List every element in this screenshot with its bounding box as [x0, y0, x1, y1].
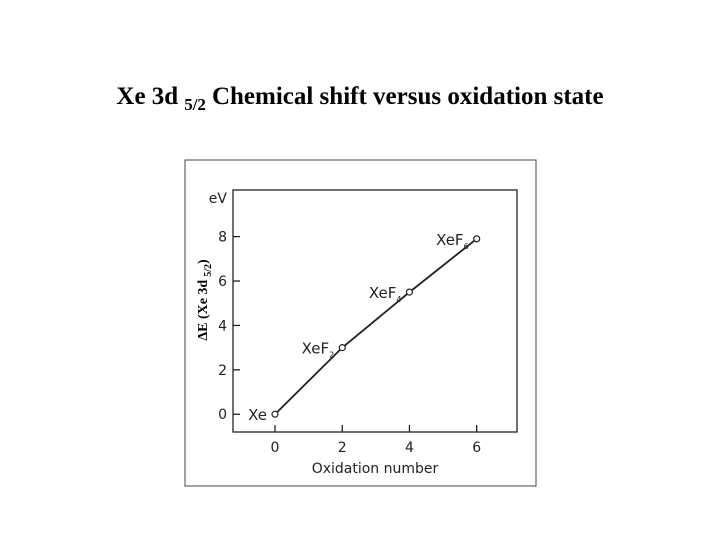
x-tick-label: 2: [338, 440, 347, 456]
title-subscript: 5/2: [184, 95, 206, 114]
x-tick-label: 0: [271, 440, 280, 456]
y-label-text: ΔE (Xe 3d: [196, 280, 211, 341]
title-text: Chemical shift versus oxidation state: [212, 83, 604, 110]
slide-title: Xe 3d 5/2 Chemical shift versus oxidation …: [116, 83, 603, 114]
y-axis-label: ΔE (Xe 3d 5/2): [196, 259, 214, 341]
point-label: Xe: [248, 406, 267, 424]
point-label-subscript: 2: [329, 351, 334, 360]
point-label: XeF6: [436, 231, 469, 251]
y-tick-label: 8: [218, 230, 227, 246]
data-point: [473, 235, 481, 243]
data-point: [271, 410, 279, 418]
plot-area: [232, 189, 518, 433]
point-label-subscript: 4: [396, 295, 401, 304]
y-tick-label: 6: [218, 274, 227, 290]
data-point: [405, 288, 414, 296]
x-axis-label: Oxidation number: [312, 461, 439, 477]
x-tick-label: 6: [472, 440, 481, 456]
data-point: [338, 344, 346, 352]
data-line: [274, 238, 478, 415]
point-label-text: XeF: [436, 231, 463, 249]
point-label-text: XeF: [302, 340, 329, 358]
figure-frame: [184, 159, 537, 487]
y-unit: eV: [209, 191, 228, 207]
x-tick-label: 4: [405, 440, 414, 456]
point-label-text: Xe: [248, 406, 267, 424]
y-label-text: ): [196, 259, 211, 264]
y-tick-label: 4: [218, 318, 227, 334]
y-label-subscript: 5/2: [203, 264, 214, 277]
point-label: XeF4: [369, 284, 402, 304]
title-text: Xe 3d: [116, 83, 178, 110]
point-label-text: XeF: [369, 284, 396, 302]
point-label-subscript: 6: [464, 242, 469, 251]
point-label: XeF2: [302, 340, 335, 360]
y-tick-label: 0: [218, 407, 227, 423]
y-tick-label: 2: [218, 363, 227, 379]
